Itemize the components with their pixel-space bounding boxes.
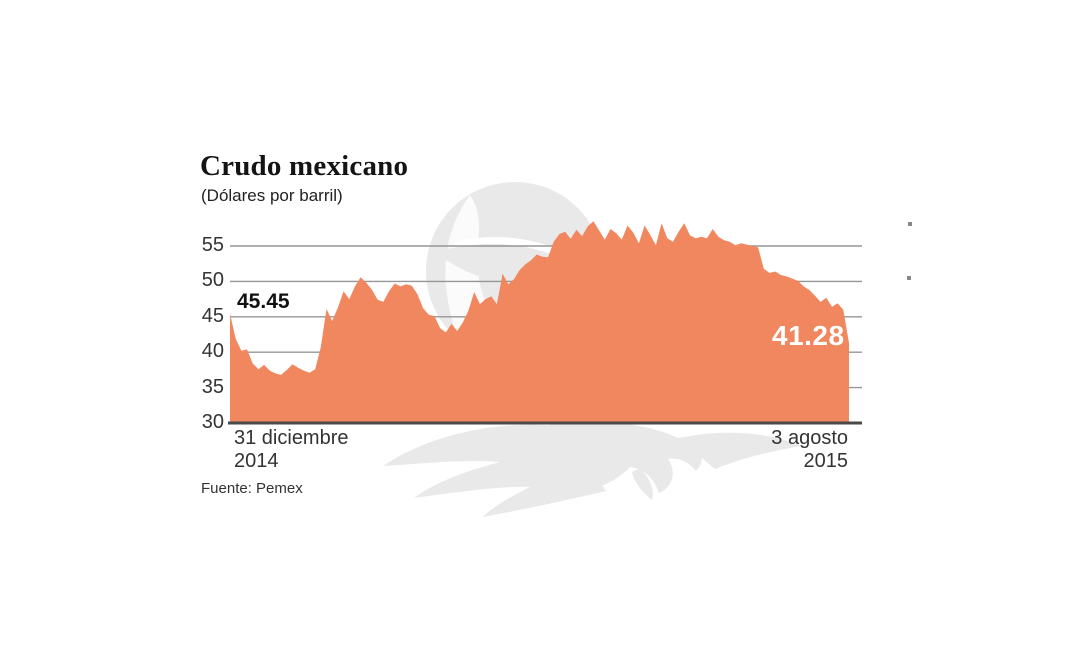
start-value-label: 45.45 — [237, 290, 290, 313]
x-axis-end-year: 2015 — [803, 450, 849, 472]
price-area-series — [230, 221, 849, 423]
y-axis-label: 45 — [201, 304, 224, 327]
chart-subtitle: (Dólares por barril) — [201, 186, 343, 205]
y-axis-label: 40 — [201, 340, 224, 363]
x-axis-end-label: 3 agosto 2015 — [698, 427, 848, 473]
stray-mark-icon — [908, 222, 912, 226]
x-axis-start-label: 31 diciembre 2014 — [234, 427, 349, 473]
x-axis-start-year: 2014 — [234, 450, 279, 472]
stray-mark-icon — [907, 276, 911, 280]
y-axis-label: 55 — [201, 234, 224, 256]
end-value-label: 41.28 — [772, 320, 845, 351]
y-axis-label: 50 — [201, 269, 224, 292]
chart-title: Crudo mexicano — [200, 150, 409, 182]
x-axis-end-date: 3 agosto — [771, 427, 848, 449]
y-axis-label: 30 — [201, 411, 224, 433]
y-axis-label: 35 — [201, 375, 224, 398]
source-credit: Fuente: Pemex — [201, 480, 303, 497]
x-axis-start-date: 31 diciembre — [234, 427, 349, 449]
